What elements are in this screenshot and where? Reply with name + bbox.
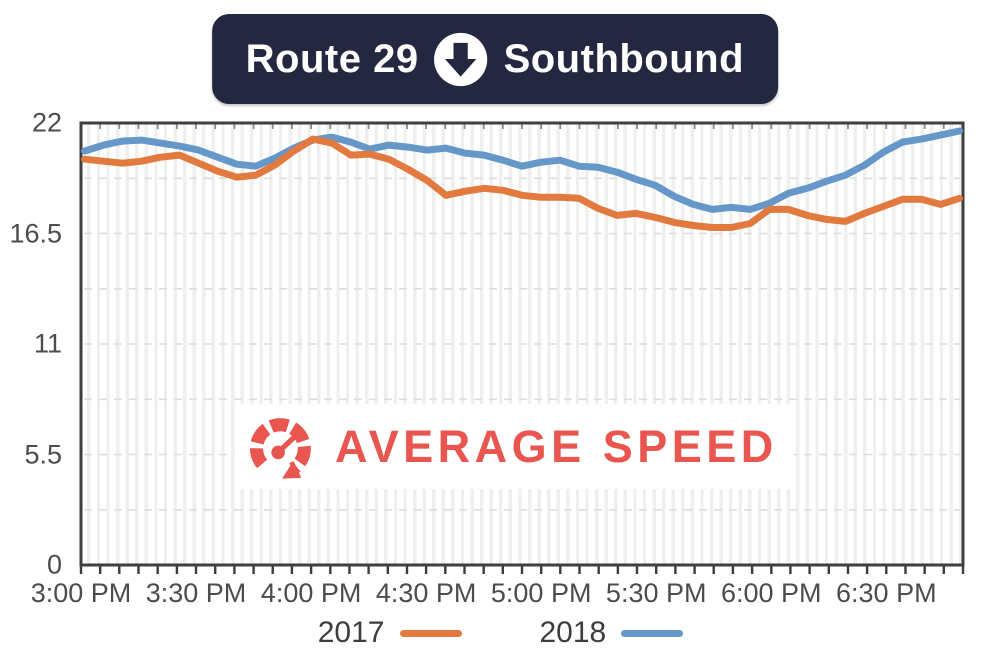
y-axis-label: 5.5	[24, 439, 62, 469]
watermark-label: AVERAGE SPEED	[335, 420, 778, 472]
y-axis-label: 0	[46, 549, 62, 580]
x-axis-label: 4:00 PM	[260, 578, 362, 608]
legend-swatch-2018	[621, 629, 684, 637]
watermark: AVERAGE SPEED	[235, 404, 794, 489]
x-axis-label: 3:00 PM	[30, 578, 132, 608]
x-axis-label: 4:30 PM	[375, 578, 477, 608]
route-banner: Route 29 Southbound	[211, 14, 779, 104]
legend-swatch-2017	[399, 629, 462, 637]
x-axis-label: 6:00 PM	[720, 578, 822, 608]
direction-label: Southbound	[503, 36, 745, 81]
y-axis-label: 22	[31, 107, 62, 138]
x-axis-label: 5:30 PM	[605, 578, 707, 608]
legend-label-2017: 2017	[317, 616, 385, 649]
x-axis-label: 3:30 PM	[145, 578, 247, 608]
southbound-arrow-icon	[434, 32, 488, 86]
route-label: Route 29	[245, 36, 419, 81]
y-axis-label: 11	[33, 328, 62, 359]
speedometer-icon	[249, 417, 311, 479]
legend-item-2017: 2017	[318, 616, 462, 650]
y-axis-label: 16.5	[9, 218, 62, 248]
x-axis-label: 6:30 PM	[836, 578, 937, 608]
legend-item-2018: 2018	[540, 616, 684, 650]
x-axis-label: 5:00 PM	[490, 578, 592, 608]
legend: 2017 2018	[0, 616, 1001, 650]
plot-area	[81, 123, 963, 565]
legend-label-2018: 2018	[539, 616, 607, 649]
